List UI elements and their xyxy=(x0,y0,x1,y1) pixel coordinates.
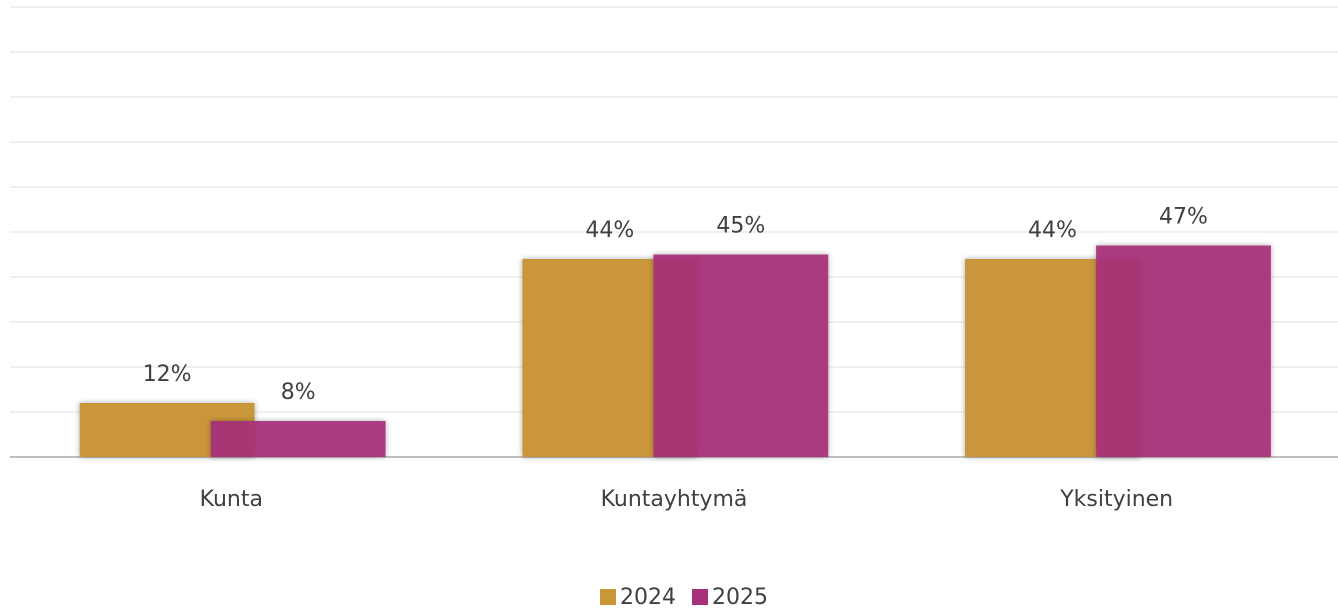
x-tick-label: Kuntayhtymä xyxy=(601,487,748,512)
bar xyxy=(1096,245,1271,457)
value-label: 45% xyxy=(716,214,765,239)
legend-label: 2025 xyxy=(712,585,768,610)
value-label: 44% xyxy=(1028,218,1077,243)
x-tick-label: Yksityinen xyxy=(1059,487,1173,512)
value-label: 44% xyxy=(585,218,634,243)
legend-swatch xyxy=(600,589,616,605)
legend-swatch xyxy=(692,589,708,605)
value-label: 8% xyxy=(281,380,316,405)
legend-label: 2024 xyxy=(620,585,676,610)
value-label: 47% xyxy=(1159,205,1208,230)
value-label: 12% xyxy=(143,362,192,387)
bar xyxy=(210,421,386,457)
bar xyxy=(653,254,829,457)
x-tick-label: Kunta xyxy=(200,487,263,512)
